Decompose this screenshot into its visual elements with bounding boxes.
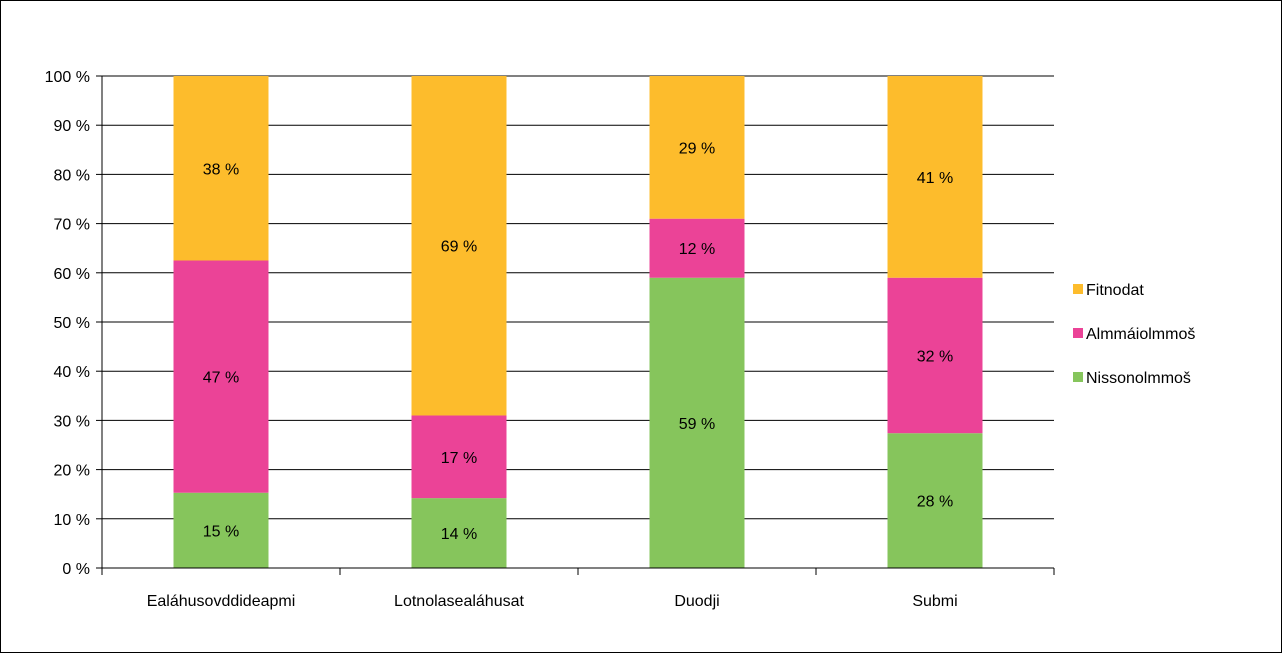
x-tick-label: Ealáhusovddideapmi bbox=[147, 593, 296, 610]
bar-almmaiolmmos bbox=[887, 277, 983, 434]
y-tick-label: 20 % bbox=[54, 463, 90, 480]
legend-label: Nissonolmmoš bbox=[1086, 370, 1191, 387]
data-label: 14 % bbox=[441, 526, 477, 543]
data-label: 59 % bbox=[679, 416, 715, 433]
bar-almmaiolmmos bbox=[411, 415, 507, 499]
legend-swatch-nissonolmmos bbox=[1073, 372, 1083, 382]
x-tick-label: Submi bbox=[912, 593, 957, 610]
y-tick-label: 70 % bbox=[54, 217, 90, 234]
axes: 0 % 10 % 20 % 30 % 40 % 50 % 60 % 70 % 80 % 90 % 1… bbox=[45, 69, 1055, 610]
y-tick-label: 60 % bbox=[54, 266, 90, 283]
bar-almmaiolmmos bbox=[173, 260, 269, 493]
legend-swatch-almmaiolmmos bbox=[1073, 328, 1083, 338]
y-tick-label: 80 % bbox=[54, 167, 90, 184]
data-label: 29 % bbox=[679, 140, 715, 157]
data-label: 28 % bbox=[917, 494, 953, 511]
x-tick-label: Duodji bbox=[674, 593, 719, 610]
data-label: 12 % bbox=[679, 241, 715, 258]
data-label: 32 % bbox=[917, 348, 953, 365]
y-tick-label: 30 % bbox=[54, 413, 90, 430]
legend-swatch-fitnodat bbox=[1073, 284, 1083, 294]
data-label: 38 % bbox=[203, 161, 239, 178]
bar-nissonolmmos bbox=[649, 277, 745, 568]
legend-label: Fitnodat bbox=[1086, 282, 1144, 299]
data-label: 47 % bbox=[203, 370, 239, 387]
bar-fitnodat bbox=[649, 76, 745, 219]
y-tick-label: 100 % bbox=[45, 69, 90, 86]
legend: Fitnodat Almmáiolmmoš Nissonolmmoš bbox=[1073, 282, 1195, 387]
bar-nissonolmmos bbox=[887, 433, 983, 568]
bar-fitnodat bbox=[173, 76, 269, 261]
legend-label: Almmáiolmmoš bbox=[1086, 326, 1195, 343]
bar-nissonolmmos bbox=[411, 498, 507, 568]
x-tick-label: Lotnolasealáhusat bbox=[394, 593, 524, 610]
bar-fitnodat bbox=[411, 76, 507, 416]
bar-fitnodat bbox=[887, 76, 983, 278]
data-label: 69 % bbox=[441, 239, 477, 256]
y-tick-label: 0 % bbox=[62, 561, 90, 578]
y-tick-label: 40 % bbox=[54, 364, 90, 381]
data-label: 15 % bbox=[203, 523, 239, 540]
bar-almmaiolmmos bbox=[649, 218, 745, 278]
bar-nissonolmmos bbox=[173, 492, 269, 568]
data-label: 17 % bbox=[441, 450, 477, 467]
y-tick-label: 50 % bbox=[54, 315, 90, 332]
y-tick-label: 90 % bbox=[54, 118, 90, 135]
y-tick-label: 10 % bbox=[54, 512, 90, 529]
data-label: 41 % bbox=[917, 170, 953, 187]
bars: 15 % 47 % 38 % 14 % 17 % 69 % 59 % 12 % 29 % 28 %… bbox=[173, 76, 983, 568]
